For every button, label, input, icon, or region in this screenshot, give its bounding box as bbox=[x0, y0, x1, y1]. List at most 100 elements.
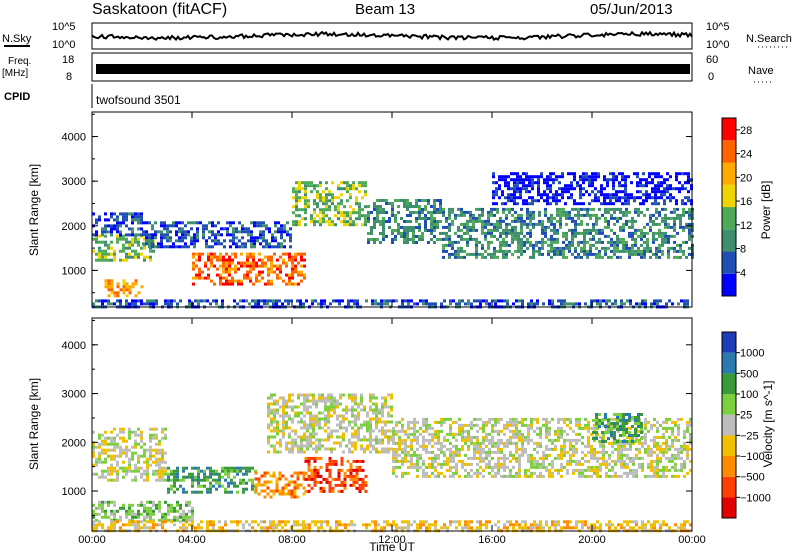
vel-cells-band-7 bbox=[592, 413, 643, 443]
freq-tick-top: 18 bbox=[62, 54, 74, 66]
colorbar-tick-1: 8 bbox=[740, 244, 746, 256]
power-cells-band-3 bbox=[142, 221, 292, 249]
freq-label-1: Freq. bbox=[8, 56, 31, 67]
colorbar-segment-3 bbox=[722, 435, 736, 456]
nsearch-tick-top: 10^5 bbox=[706, 21, 730, 33]
colorbar-tick-5: −100 bbox=[740, 451, 765, 463]
colorbar-tick-0: 1000 bbox=[740, 348, 764, 360]
power-cbar-label: Power [dB] bbox=[759, 181, 773, 240]
vel-cells-band-1 bbox=[92, 500, 194, 522]
y-tick-label-3000: 3000 bbox=[62, 176, 86, 188]
velocity-panel: 1000 2000 3000 4000 Slant Range [km] 1000 50… bbox=[27, 317, 775, 533]
x-axis-label: Time UT bbox=[369, 540, 415, 554]
cpid-value: twofsound 3501 bbox=[96, 93, 181, 107]
velocity-ylabel: Slant Range [km] bbox=[27, 378, 41, 470]
vel-cells-band-2 bbox=[167, 466, 257, 494]
date-title: 05/Jun/2013 bbox=[590, 1, 673, 18]
colorbar-segment-2 bbox=[722, 456, 736, 477]
power-colorbar: 4 8 12 16 20 24 28 bbox=[721, 117, 752, 297]
y-tick-label-2000: 2000 bbox=[62, 437, 86, 449]
vel-cells-band-6 bbox=[392, 417, 692, 478]
freq-label-2: [MHz] bbox=[2, 68, 28, 79]
colorbar-tick-2: 12 bbox=[740, 220, 752, 232]
x-tick-label-1: 04:00 bbox=[178, 534, 206, 546]
colorbar-tick-5: 24 bbox=[740, 149, 752, 161]
time-x-axis: 00:00 04:00 08:00 12:00 16:00 20:00 00:00 bbox=[78, 112, 706, 546]
colorbar-tick-3: 25 bbox=[740, 410, 752, 422]
velocity-y-axis: 1000 2000 3000 4000 bbox=[62, 319, 692, 516]
x-tick-label-5: 20:00 bbox=[578, 534, 606, 546]
colorbar-tick-7: −1000 bbox=[740, 492, 771, 504]
colorbar-tick-2: 100 bbox=[740, 389, 758, 401]
vel-cells-band-0 bbox=[92, 427, 167, 482]
velocity-data-cells bbox=[92, 393, 692, 533]
cpid-label: CPID bbox=[4, 91, 30, 103]
colorbar-segment-2 bbox=[722, 229, 736, 252]
power-cells-band-5 bbox=[292, 181, 367, 227]
colorbar-tick-4: −25 bbox=[740, 430, 759, 442]
y-tick-label-2000: 2000 bbox=[62, 221, 86, 233]
power-cells-band-7 bbox=[442, 207, 694, 259]
colorbar-tick-3: 16 bbox=[740, 196, 752, 208]
colorbar-segment-8 bbox=[722, 332, 736, 353]
colorbar-tick-6: −500 bbox=[740, 472, 765, 484]
nave-tick-bottom: 0 bbox=[708, 71, 714, 83]
power-y-axis: 1000 2000 3000 4000 bbox=[62, 113, 692, 294]
colorbar-segment-5 bbox=[722, 394, 736, 415]
x-tick-label-0: 00:00 bbox=[78, 534, 106, 546]
power-data-cells bbox=[92, 172, 694, 309]
power-cells-band-8 bbox=[492, 172, 693, 206]
nsky-trace bbox=[91, 30, 693, 41]
beam-title: Beam 13 bbox=[355, 1, 415, 18]
colorbar-tick-6: 28 bbox=[740, 125, 752, 137]
vel-cells-band-3 bbox=[254, 471, 306, 499]
nsky-tick-bottom: 10^0 bbox=[52, 39, 76, 51]
nsearch-label: N.Search bbox=[746, 33, 792, 45]
power-cells-band-6 bbox=[367, 199, 442, 244]
colorbar-segment-7 bbox=[722, 118, 736, 141]
colorbar-segment-4 bbox=[722, 414, 736, 436]
vel-cells-band-4 bbox=[304, 456, 368, 493]
colorbar-tick-1: 500 bbox=[740, 368, 758, 380]
y-tick-label-4000: 4000 bbox=[62, 340, 86, 352]
nsky-label: N.Sky bbox=[2, 33, 32, 45]
x-tick-label-6: 00:00 bbox=[678, 534, 706, 546]
colorbar-segment-5 bbox=[722, 162, 736, 185]
nave-label: Nave bbox=[748, 65, 774, 77]
y-tick-label-4000: 4000 bbox=[62, 132, 86, 144]
velocity-colorbar: 1000 500 100 25 −25 −100 −500 −1000 bbox=[721, 331, 771, 519]
power-panel: 1000 2000 3000 4000 Slant Range [km] 4 8 12 16… bbox=[27, 111, 773, 309]
power-cells-band-1 bbox=[92, 212, 143, 237]
colorbar-segment-0 bbox=[722, 273, 736, 297]
x-tick-label-2: 08:00 bbox=[278, 534, 306, 546]
colorbar-segment-0 bbox=[722, 497, 736, 518]
velocity-cbar-label: Velocity [m s^-1] bbox=[761, 381, 775, 468]
y-tick-label-1000: 1000 bbox=[62, 265, 86, 277]
colorbar-segment-4 bbox=[722, 184, 736, 208]
colorbar-tick-4: 20 bbox=[740, 172, 752, 184]
y-tick-label-3000: 3000 bbox=[62, 389, 86, 401]
colorbar-tick-0: 4 bbox=[740, 267, 746, 279]
power-cells-band-4 bbox=[192, 252, 306, 286]
nsky-strip: N.Sky 10^5 10^0 N.Search 10^5 10^0 bbox=[2, 21, 792, 51]
freq-tick-bottom: 8 bbox=[66, 71, 72, 83]
vel-cells-band-5 bbox=[267, 393, 393, 454]
colorbar-segment-7 bbox=[722, 352, 736, 374]
power-cells-band-2 bbox=[104, 279, 144, 298]
nsearch-tick-bottom: 10^0 bbox=[706, 39, 730, 51]
colorbar-segment-6 bbox=[722, 140, 736, 163]
cpid-strip: CPID twofsound 3501 bbox=[4, 84, 181, 108]
station-title: Saskatoon (fitACF) bbox=[92, 1, 227, 18]
colorbar-segment-3 bbox=[722, 207, 736, 230]
x-tick-label-4: 16:00 bbox=[478, 534, 506, 546]
colorbar-segment-6 bbox=[722, 373, 736, 394]
y-tick-label-1000: 1000 bbox=[62, 486, 86, 498]
colorbar-segment-1 bbox=[722, 476, 736, 498]
power-ylabel: Slant Range [km] bbox=[27, 164, 41, 256]
colorbar-segment-1 bbox=[722, 251, 736, 274]
freq-strip: Freq. [MHz] 18 8 60 0 Nave bbox=[2, 52, 774, 83]
nsky-tick-top: 10^5 bbox=[52, 21, 76, 33]
x-tick-label-3: 12:00 bbox=[378, 534, 406, 546]
nave-tick-top: 60 bbox=[706, 54, 718, 66]
